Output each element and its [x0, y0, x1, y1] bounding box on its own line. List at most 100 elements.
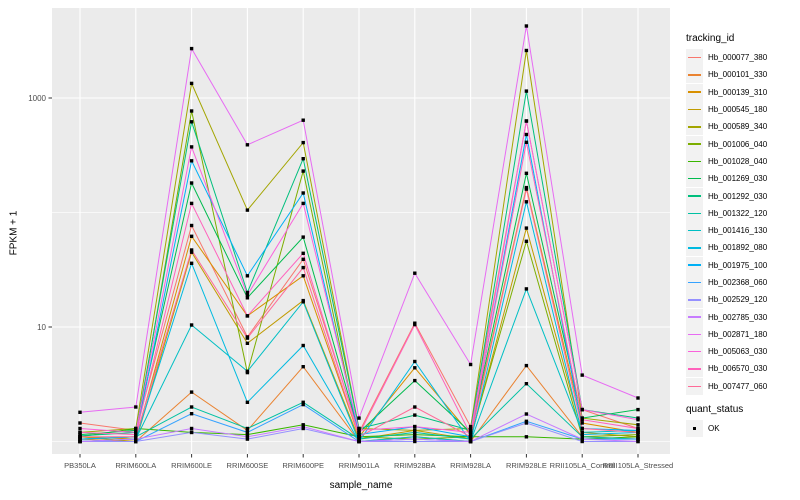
- data-point: [78, 435, 82, 439]
- y-tick-label: 1000: [28, 94, 46, 103]
- legend-key-swatch: [686, 420, 703, 438]
- data-point: [189, 248, 194, 252]
- legend-line-icon: [688, 74, 701, 76]
- legend-item-label: Hb_000101_330: [708, 70, 768, 80]
- legend-item-Hb_001292_030: Hb_001292_030: [686, 187, 798, 205]
- legend-item-label: Hb_001269_030: [708, 174, 768, 184]
- legend-key-swatch: [686, 101, 703, 119]
- data-point: [468, 435, 473, 439]
- data-point: [78, 426, 82, 431]
- legend-line-icon: [688, 126, 701, 128]
- data-point: [524, 89, 529, 93]
- legend-item-Hb_006570_030: Hb_006570_030: [686, 360, 798, 378]
- data-point: [580, 437, 584, 441]
- legend-key-swatch: [686, 274, 703, 291]
- legend-line-icon: [688, 299, 701, 301]
- data-point: [301, 426, 305, 431]
- data-point: [636, 439, 640, 444]
- data-point: [189, 223, 194, 228]
- data-point: [413, 439, 417, 444]
- data-point: [413, 424, 417, 429]
- x-tick-label: RRIM600LA: [115, 461, 156, 470]
- data-point: [636, 432, 640, 437]
- legend-line-icon: [688, 247, 701, 249]
- data-point: [468, 437, 473, 441]
- data-point: [468, 362, 473, 367]
- legend-line-icon: [688, 229, 701, 232]
- legend-item-Hb_005063_030: Hb_005063_030: [686, 343, 798, 361]
- data-point: [189, 412, 194, 416]
- legend-key-swatch: [686, 291, 703, 309]
- y-tick-label: 10: [37, 323, 46, 332]
- legend-item-Hb_001975_100: Hb_001975_100: [686, 256, 798, 274]
- legend-item-Hb_000101_330: Hb_000101_330: [686, 66, 798, 84]
- data-point: [413, 322, 417, 327]
- data-point: [357, 416, 361, 420]
- legend-item-label: Hb_002368_060: [708, 278, 768, 287]
- legend-item-Hb_000077_380: Hb_000077_380: [686, 49, 798, 67]
- legend-item-Hb_000139_310: Hb_000139_310: [686, 83, 798, 101]
- legend-key-swatch: [686, 325, 703, 343]
- data-point: [245, 428, 250, 433]
- y-axis-title: FPKM + 1: [8, 210, 20, 256]
- data-point: [468, 426, 473, 431]
- data-point: [245, 143, 250, 147]
- legend-title-tracking-id: tracking_id: [686, 33, 735, 44]
- data-point: [636, 430, 640, 435]
- data-point: [524, 24, 529, 28]
- data-point: [245, 274, 250, 278]
- data-point: [413, 435, 417, 439]
- data-point: [301, 191, 305, 195]
- legend-line-icon: [688, 160, 701, 163]
- data-point: [189, 405, 194, 409]
- data-point: [301, 424, 305, 429]
- data-point: [524, 363, 529, 368]
- data-point: [413, 378, 417, 383]
- data-point: [524, 171, 529, 175]
- x-tick-label: RRII105LA_Control: [550, 461, 615, 470]
- data-point: [636, 437, 640, 441]
- data-point: [580, 432, 584, 437]
- data-point: [301, 157, 305, 161]
- legend-line-icon: [688, 281, 701, 284]
- legend-line-icon: [688, 316, 701, 318]
- data-point: [524, 187, 529, 191]
- legend-item-Hb_001416_130: Hb_001416_130: [686, 222, 798, 240]
- data-point: [134, 430, 138, 435]
- legend-item-Hb_002785_030: Hb_002785_030: [686, 308, 798, 326]
- data-point: [301, 300, 305, 304]
- legend-item-Hb_001028_040: Hb_001028_040: [686, 152, 798, 170]
- data-point: [245, 296, 250, 300]
- data-point: [78, 437, 82, 441]
- legend-line-icon: [688, 368, 701, 370]
- data-point: [636, 418, 640, 422]
- data-point: [189, 201, 194, 206]
- legend-item-label: Hb_005063_030: [708, 347, 768, 357]
- legend-item-label: Hb_007477_060: [708, 381, 768, 391]
- data-point: [636, 396, 640, 400]
- data-point: [524, 421, 529, 425]
- legend-item-label: Hb_001292_030: [708, 191, 768, 201]
- legend-line-icon: [688, 177, 701, 180]
- data-point: [301, 257, 305, 261]
- x-tick-label: RRIM928LE: [506, 461, 547, 470]
- data-point: [245, 369, 250, 373]
- data-point: [524, 239, 529, 243]
- legend-key-swatch: [686, 377, 703, 395]
- data-point: [301, 423, 305, 427]
- legend-line-icon: [688, 91, 701, 93]
- legend-line-icon: [688, 385, 701, 388]
- legend-item-Hb_000589_340: Hb_000589_340: [686, 118, 798, 136]
- data-point: [245, 293, 250, 297]
- data-point: [134, 435, 138, 439]
- legend-key-swatch: [686, 360, 703, 378]
- data-point: [357, 430, 361, 435]
- data-point: [189, 81, 194, 86]
- x-tick-label: RRIM928LA: [450, 461, 491, 470]
- legend-item-label: Hb_000589_340: [708, 122, 768, 132]
- data-point: [301, 400, 305, 404]
- legend-key-swatch: [686, 239, 703, 257]
- data-point: [524, 382, 529, 386]
- legend-key-swatch: [686, 66, 703, 84]
- data-point: [357, 437, 361, 441]
